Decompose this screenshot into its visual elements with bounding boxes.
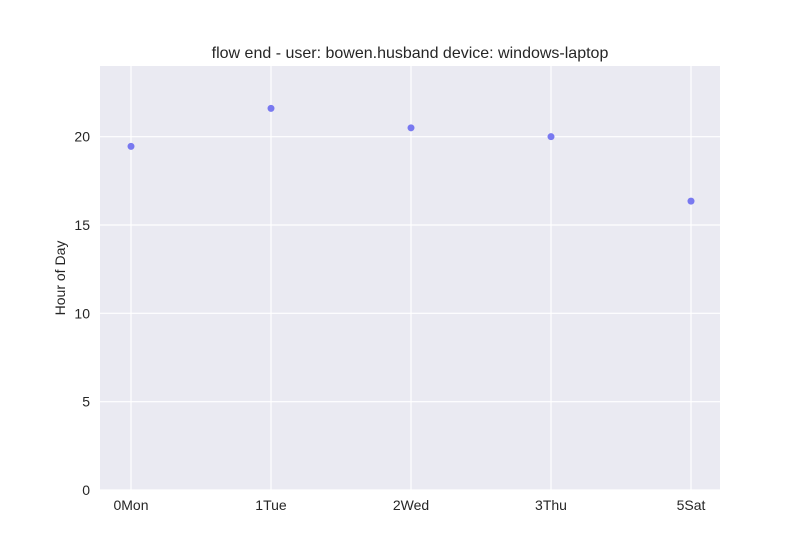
y-axis-label: Hour of Day [52,241,68,316]
x-tick-labels: 0Mon 1Tue 2Wed 3Thu 5Sat [113,497,705,513]
data-point [127,142,135,150]
data-point [547,133,555,141]
data-point [267,104,275,112]
x-tick-label: 0Mon [113,497,148,513]
data-point [407,124,415,132]
x-tick-label: 3Thu [535,497,567,513]
y-tick-label: 10 [74,305,90,321]
y-tick-label: 0 [82,482,90,498]
x-tick-label: 5Sat [677,497,706,513]
y-tick-labels: 0 5 10 15 20 [74,129,90,498]
chart-title: flow end - user: bowen.husband device: w… [212,45,609,62]
y-tick-label: 15 [74,217,90,233]
data-points [127,104,695,205]
x-tick-label: 1Tue [255,497,287,513]
data-point [687,197,695,205]
y-tick-label: 20 [74,129,90,145]
y-tick-label: 5 [82,394,90,410]
x-tick-label: 2Wed [393,497,429,513]
